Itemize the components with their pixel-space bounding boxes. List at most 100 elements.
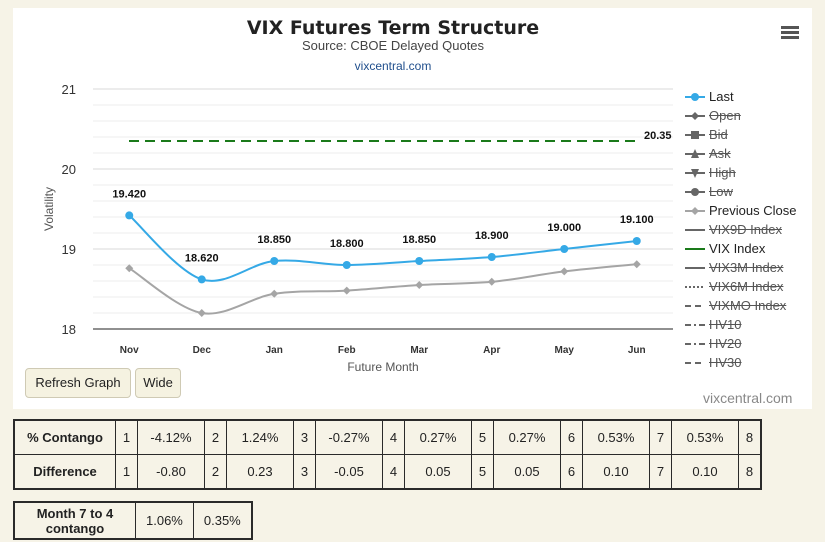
chart-panel: 18 19 20 21 Nov Dec Jan Feb Mar Apr May Jun Volatili… [13,8,812,409]
row-header: Difference [13,454,116,490]
month7-contango-table: Month 7 to 4 contango 1.06% 0.35% [13,501,253,540]
chart-legend: Last Open Bid Ask High Low Previous Close VIX9D… [685,87,810,372]
month-number: 7 [649,419,672,455]
legend-label: High [709,165,736,180]
difference-value: -0.05 [315,454,383,490]
last-data-label: 18.850 [402,234,436,246]
refresh-graph-button[interactable]: Refresh Graph [25,368,131,398]
x-tick-label: Nov [120,345,139,356]
table-row: Month 7 to 4 contango 1.06% 0.35% [13,501,253,540]
x-tick-label: May [555,345,575,356]
last-point [415,257,424,265]
contango-value: 0.35% [192,501,253,540]
legend-symbol-icon [685,323,705,326]
previous-close-point [560,267,569,276]
last-data-label: 18.620 [185,252,219,264]
last-point [632,237,641,245]
previous-close-point [270,289,279,298]
legend-symbol-icon [685,266,705,269]
y-axis-title: Volatility [42,187,56,231]
menu-bar-icon [781,36,799,39]
legend-label: Ask [709,146,731,161]
last-point [342,261,351,269]
contango-table: % Contango 1 -4.12% 2 1.24% 3 -0.27% 4 0… [13,419,762,490]
wide-button[interactable]: Wide [135,368,181,398]
legend-item[interactable]: VIXMO Index [685,296,810,315]
difference-value: 0.23 [226,454,294,490]
legend-item[interactable]: Ask [685,144,810,163]
legend-symbol-icon [685,206,705,215]
month-number: 2 [204,454,227,490]
legend-symbol-icon [685,130,705,139]
chart-plot-area: 18 19 20 21 Nov Dec Jan Feb Mar Apr May Jun Volatili… [42,82,673,374]
month-number: 5 [471,419,494,455]
row-header: % Contango [13,419,116,455]
legend-item[interactable]: VIX6M Index [685,277,810,296]
legend-marker [691,92,699,101]
month-number: 7 [649,454,672,490]
last-data-label: 19.100 [620,214,654,226]
last-point [560,245,569,253]
legend-symbol-icon [685,361,705,364]
chart-subtitle: Source: CBOE Delayed Quotes [301,38,485,53]
legend-item[interactable]: Low [685,182,810,201]
legend-label: Open [709,108,741,123]
vix-index-label: 20.35 [644,130,672,142]
source-link[interactable]: vixcentral.com [354,59,432,73]
legend-symbol-icon [685,168,705,178]
legend-item[interactable]: HV10 [685,315,810,334]
month-number: 6 [560,454,583,490]
previous-close-point [197,309,206,317]
x-tick-label: Apr [483,345,500,356]
month-number: 8 [738,419,762,455]
legend-item[interactable]: Previous Close [685,201,810,220]
legend-label: HV20 [709,336,742,351]
legend-label: Low [709,184,733,199]
legend-item[interactable]: HV30 [685,353,810,372]
x-tick-label: Dec [193,345,212,356]
legend-item[interactable]: Bid [685,125,810,144]
difference-value: -0.80 [137,454,205,490]
legend-symbol-icon [685,228,705,231]
chart-menu-button[interactable] [781,26,799,40]
x-tick-label: Jun [628,345,646,356]
y-tick-label: 18 [62,322,76,337]
legend-marker [691,187,699,196]
legend-item[interactable]: VIX9D Index [685,220,810,239]
legend-label: VIX3M Index [709,260,784,275]
legend-label: VIX9D Index [709,222,782,237]
last-point [270,257,279,265]
legend-item[interactable]: HV20 [685,334,810,353]
legend-symbol-icon [685,342,705,345]
last-data-label: 18.850 [257,234,291,246]
last-data-label: 18.900 [475,230,509,242]
difference-value: 0.05 [493,454,561,490]
legend-item[interactable]: Last [685,87,810,106]
difference-value: 0.10 [582,454,650,490]
legend-item[interactable]: VIX Index [685,239,810,258]
month-number: 8 [738,454,762,490]
legend-item[interactable]: Open [685,106,810,125]
legend-symbol-icon [685,304,705,307]
legend-symbol-icon [685,187,705,196]
contango-value: 0.27% [404,419,472,455]
table-row: % Contango 1 -4.12% 2 1.24% 3 -0.27% 4 0… [13,419,762,455]
month-number: 3 [293,419,316,455]
legend-marker [691,130,699,139]
legend-symbol-icon [685,247,705,250]
month-number: 6 [560,419,583,455]
month-number: 3 [293,454,316,490]
contango-value: -0.27% [315,419,383,455]
difference-value: 0.05 [404,454,472,490]
legend-symbol-icon [685,111,705,120]
difference-value: 0.10 [671,454,739,490]
contango-value: 1.06% [135,501,194,540]
month-number: 4 [382,454,405,490]
legend-label: Last [709,89,734,104]
legend-item[interactable]: VIX3M Index [685,258,810,277]
menu-bar-icon [781,26,799,29]
legend-item[interactable]: High [685,163,810,182]
legend-symbol-icon [685,148,705,158]
previous-close-point [342,286,351,295]
legend-label: VIX6M Index [709,279,784,294]
